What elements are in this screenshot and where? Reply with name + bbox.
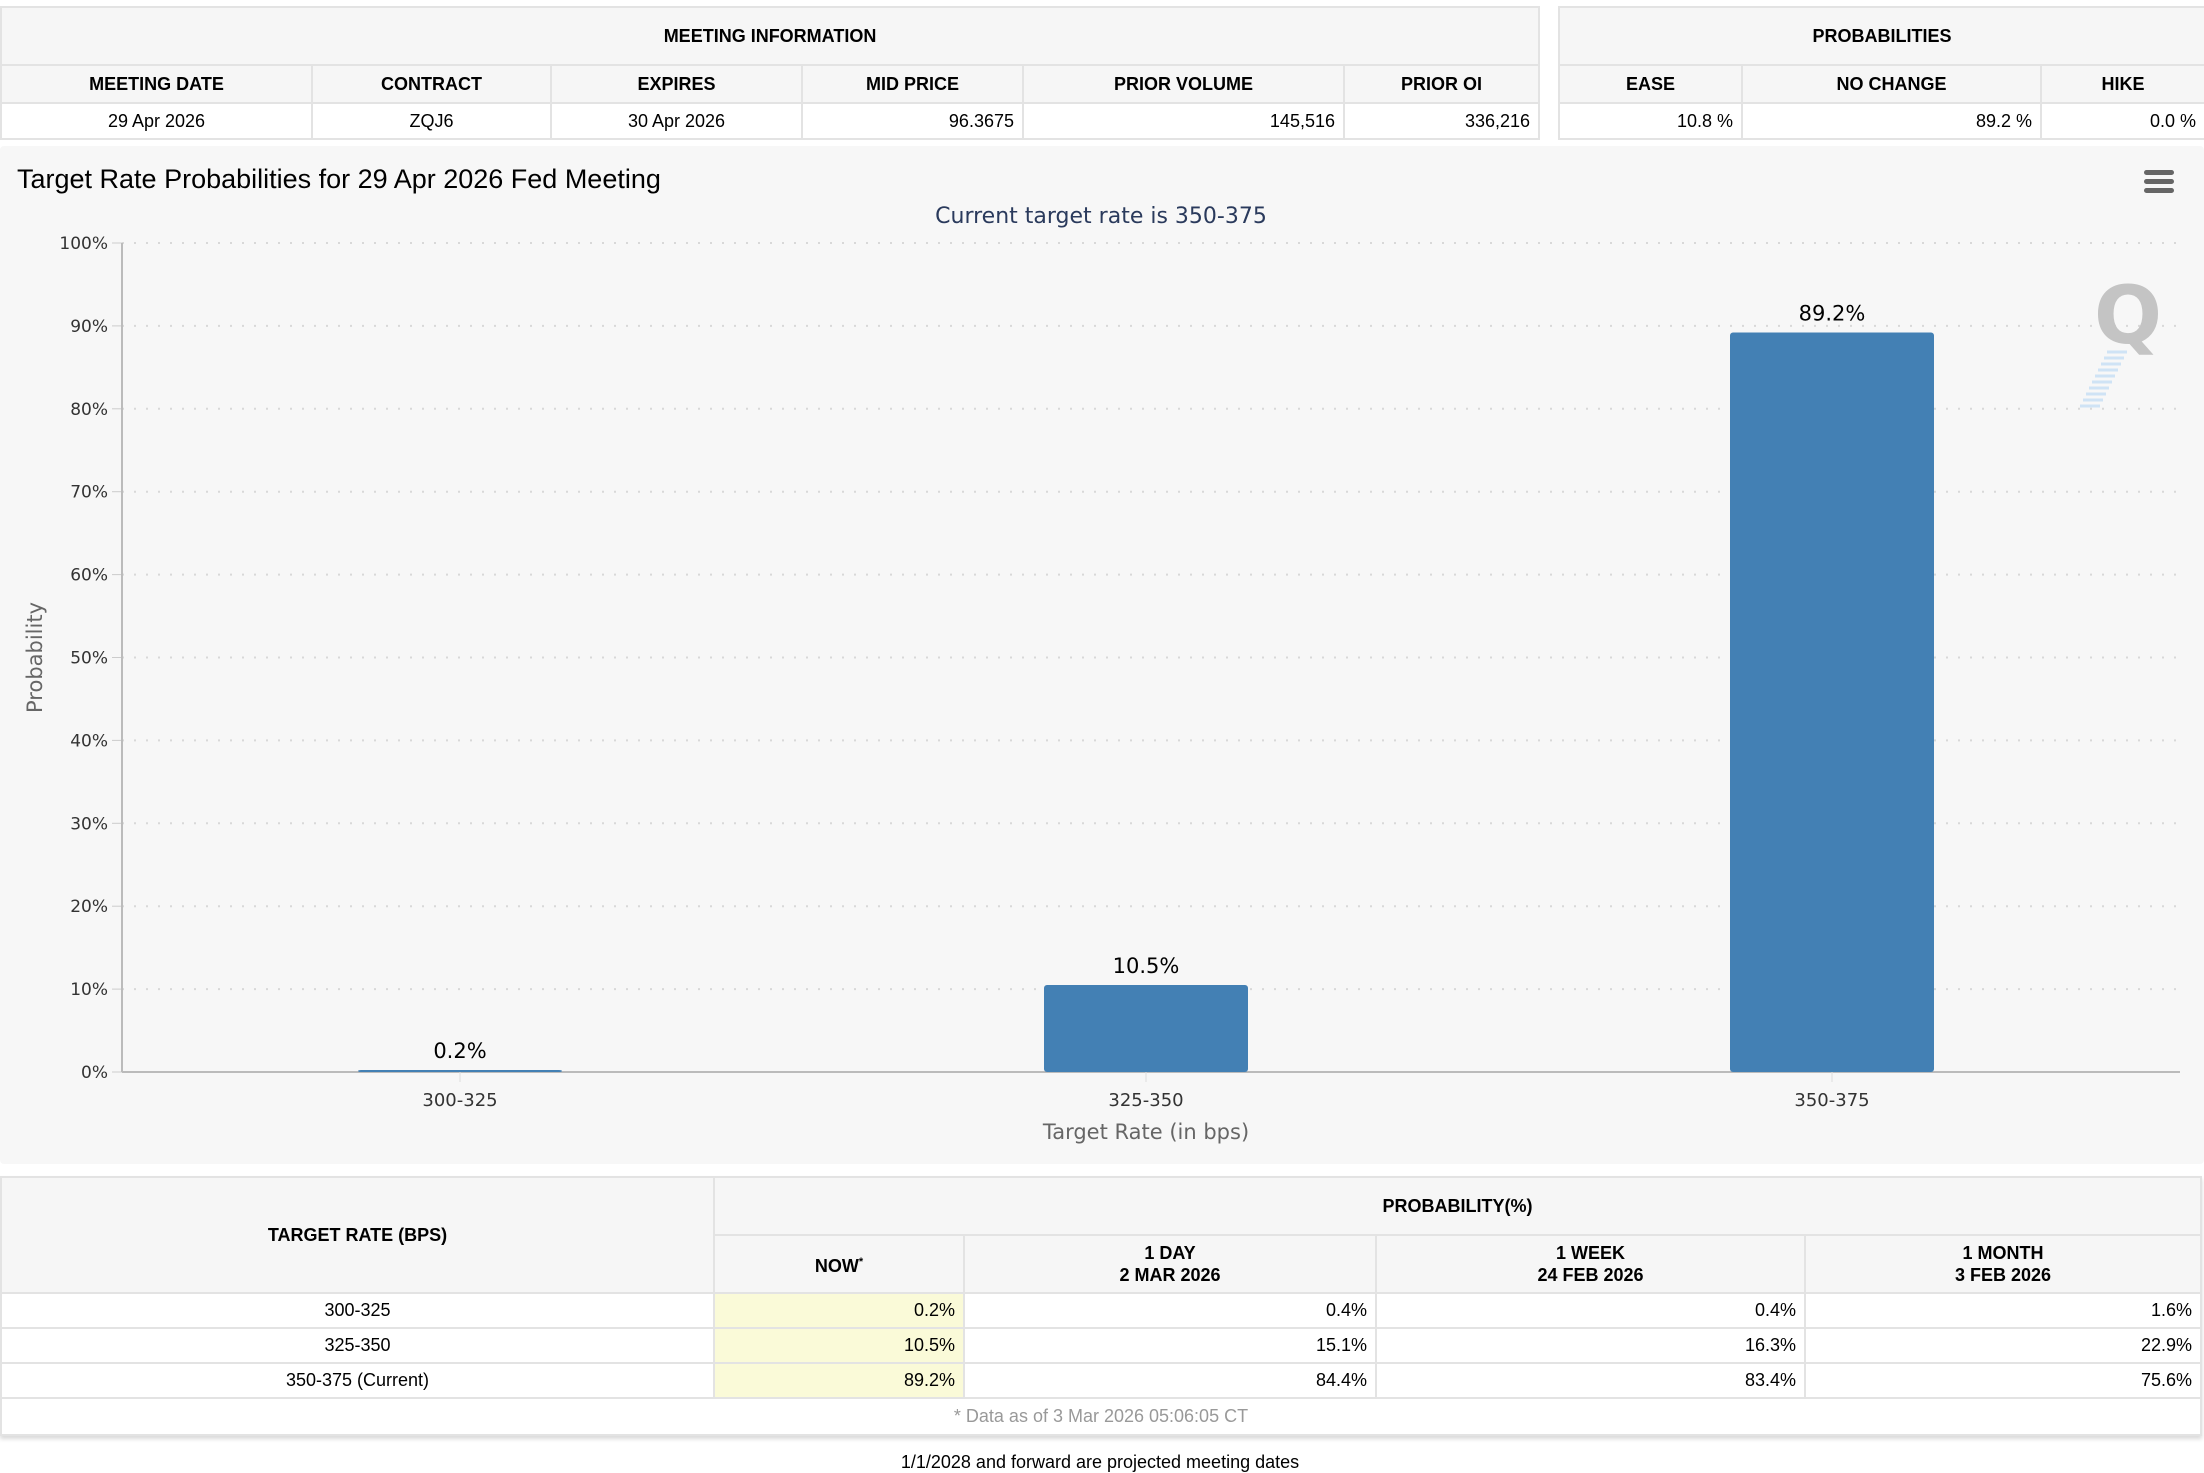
x-tick-label: 300-325 (422, 1090, 497, 1111)
table-row: 350-375 (Current) 89.2% 84.4% 83.4% 75.6… (0, 1362, 2202, 1399)
data-timestamp-note: * Data as of 3 Mar 2026 05:06:05 CT (0, 1397, 2202, 1436)
chart-panel: Current target rate is 350-375 0% 10% 20% 30… (0, 146, 2204, 1164)
header-now: NOW* (713, 1234, 965, 1294)
meeting-date-value: 29 Apr 2026 (0, 102, 313, 140)
y-tick-label: 100% (59, 234, 108, 254)
q-logo-icon: Q (2094, 269, 2162, 362)
value-cell: 0.4% (963, 1292, 1377, 1329)
ease-value: 10.8 % (1558, 102, 1743, 140)
header-no-change: NO CHANGE (1741, 64, 2042, 104)
table-row: 29 Apr 2026 ZQJ6 30 Apr 2026 96.3675 145… (0, 102, 1541, 140)
bar-300-325 (358, 1070, 562, 1072)
target-rate-probability-table: TARGET RATE (BPS) PROBABILITY(%) NOW* 1 … (0, 1176, 2202, 1436)
header-target-rate: TARGET RATE (BPS) (0, 1176, 715, 1294)
table-row: 300-325 0.2% 0.4% 0.4% 1.6% (0, 1292, 2202, 1329)
no-change-value: 89.2 % (1741, 102, 2042, 140)
y-tick-label: 20% (70, 897, 108, 917)
header-date: 3 FEB 2026 (1954, 1265, 2052, 1285)
y-tick-label: 90% (70, 317, 108, 337)
now-cell: 10.5% (713, 1327, 965, 1364)
header-now-label: NOW (814, 1256, 859, 1276)
y-axis-title: Probability (23, 602, 47, 713)
data-label: 0.2% (433, 1039, 486, 1063)
header-expires: EXPIRES (550, 64, 803, 104)
y-tick-label: 70% (70, 483, 108, 503)
meeting-information-table: MEETING INFORMATION MEETING DATE CONTRAC… (0, 6, 1541, 140)
table-row: 10.8 % 89.2 % 0.0 % (1558, 102, 2204, 140)
data-label: 89.2% (1799, 302, 1866, 326)
header-mid-price: MID PRICE (801, 64, 1024, 104)
y-tick-label: 50% (70, 649, 108, 669)
y-tick-label: 0% (81, 1063, 108, 1083)
probabilities-title: PROBABILITIES (1557, 6, 2204, 66)
header-1-week: 1 WEEK 24 FEB 2026 (1375, 1234, 1806, 1294)
header-date: 2 MAR 2026 (1119, 1265, 1221, 1285)
header-probability-group: PROBABILITY(%) (713, 1176, 2202, 1236)
prior-oi-value: 336,216 (1342, 102, 1541, 140)
contract-value: ZQJ6 (311, 102, 552, 140)
header-label: 1 MONTH (1962, 1243, 2044, 1263)
table-row: 325-350 10.5% 15.1% 16.3% 22.9% (0, 1327, 2202, 1364)
header-prior-oi: PRIOR OI (1342, 64, 1541, 104)
value-cell: 16.3% (1375, 1327, 1806, 1364)
asterisk: * (858, 1256, 864, 1268)
chart-title: Target Rate Probabilities for 29 Apr 202… (17, 164, 661, 194)
bar-chart: Current target rate is 350-375 0% 10% 20% 30… (23, 204, 2180, 1144)
header-prior-volume: PRIOR VOLUME (1022, 64, 1345, 104)
prior-volume-value: 145,516 (1022, 102, 1345, 140)
hamburger-menu-icon[interactable] (2144, 170, 2174, 194)
value-cell: 75.6% (1804, 1362, 2202, 1399)
x-tick-label: 325-350 (1108, 1090, 1183, 1111)
y-tick-label: 60% (70, 566, 108, 586)
mid-price-value: 96.3675 (801, 102, 1024, 140)
value-cell: 22.9% (1804, 1327, 2202, 1364)
rate-cell: 350-375 (Current) (0, 1362, 715, 1399)
x-tick-label: 350-375 (1794, 1090, 1869, 1111)
header-date: 24 FEB 2026 (1537, 1265, 1644, 1285)
header-1-month: 1 MONTH 3 FEB 2026 (1804, 1234, 2202, 1294)
y-tick-label: 80% (70, 400, 108, 420)
rate-cell: 325-350 (0, 1327, 715, 1364)
hike-value: 0.0 % (2039, 102, 2204, 140)
header-ease: EASE (1558, 64, 1743, 104)
now-cell: 89.2% (713, 1362, 965, 1399)
data-label: 10.5% (1113, 954, 1180, 978)
header-1-day: 1 DAY 2 MAR 2026 (963, 1234, 1377, 1294)
rate-cell: 300-325 (0, 1292, 715, 1329)
header-contract: CONTRACT (311, 64, 552, 104)
projected-dates-footnote: 1/1/2028 and forward are projected meeti… (900, 1452, 1300, 1472)
value-cell: 84.4% (963, 1362, 1377, 1399)
expires-value: 30 Apr 2026 (550, 102, 803, 140)
probabilities-table: PROBABILITIES EASE NO CHANGE HIKE 10.8 %… (1557, 6, 2204, 140)
header-hike: HIKE (2039, 64, 2204, 104)
header-label: 1 DAY (1144, 1243, 1196, 1263)
x-axis-title: Target Rate (in bps) (1042, 1120, 1249, 1144)
chart-subtitle: Current target rate is 350-375 (935, 204, 1267, 229)
bar-350-375 (1730, 332, 1934, 1072)
value-cell: 15.1% (963, 1327, 1377, 1364)
now-cell: 0.2% (713, 1292, 965, 1329)
y-tick-label: 30% (70, 814, 108, 834)
value-cell: 0.4% (1375, 1292, 1806, 1329)
header-meeting-date: MEETING DATE (0, 64, 313, 104)
header-label: 1 WEEK (1555, 1243, 1625, 1263)
y-tick-label: 40% (70, 731, 108, 751)
bar-325-350 (1044, 984, 1248, 1072)
value-cell: 1.6% (1804, 1292, 2202, 1329)
value-cell: 83.4% (1375, 1362, 1806, 1399)
y-tick-label: 10% (70, 980, 108, 1000)
meeting-information-title: MEETING INFORMATION (0, 6, 1541, 66)
